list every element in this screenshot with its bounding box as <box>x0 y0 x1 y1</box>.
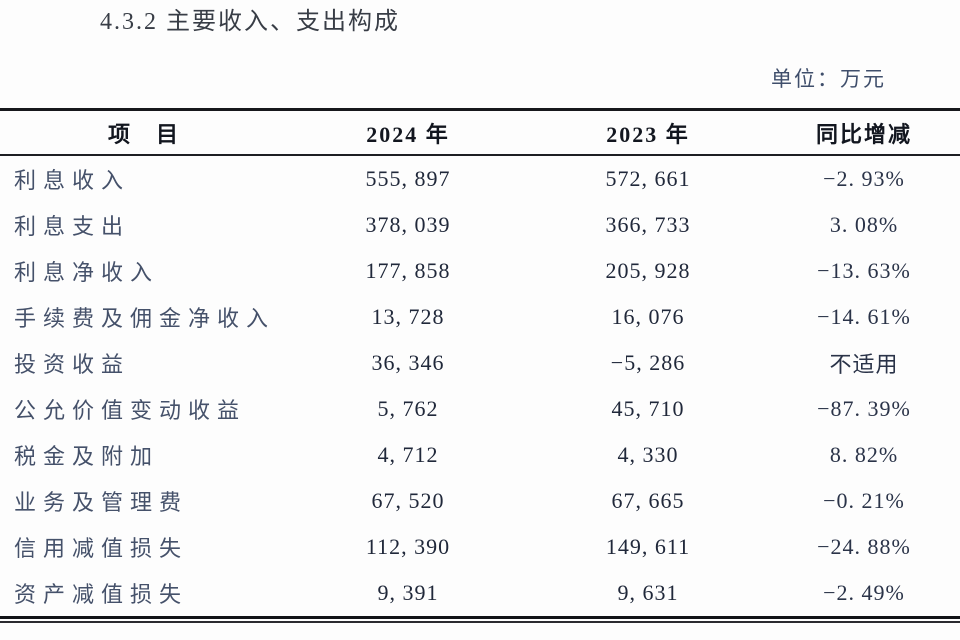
value-2024-cell: 13, 728 <box>371 304 445 329</box>
item-cell: 手续费及佣金净收入 <box>14 306 276 331</box>
change-cell: −0. 21% <box>823 488 905 513</box>
table-row: 利息收入 555, 897 572, 661 −2. 93% <box>0 155 960 202</box>
table-row: 手续费及佣金净收入 13, 728 16, 076 −14. 61% <box>0 294 960 340</box>
item-cell: 公允价值变动收益 <box>14 398 247 423</box>
value-2024-cell: 177, 858 <box>365 258 451 283</box>
change-cell: −24. 88% <box>817 534 911 559</box>
change-cell: −2. 93% <box>823 166 905 191</box>
value-2024-cell: 112, 390 <box>365 534 451 559</box>
table-bottom-rule-thin <box>0 621 960 623</box>
value-2024-cell: 555, 897 <box>365 166 451 191</box>
item-cell: 投资收益 <box>14 352 131 377</box>
value-2023-cell: 45, 710 <box>611 396 685 421</box>
header-2024: 2024 年 <box>288 109 528 156</box>
table-bottom-rule-thick <box>0 616 960 619</box>
table-row: 信用减值损失 112, 390 149, 611 −24. 88% <box>0 524 960 570</box>
change-cell: −2. 49% <box>823 580 905 605</box>
value-2023-cell: 4, 330 <box>617 442 679 467</box>
item-cell: 业务及管理费 <box>14 490 189 515</box>
value-2024-cell: 4, 712 <box>377 442 439 467</box>
value-2024-cell: 5, 762 <box>377 396 439 421</box>
change-cell: 8. 82% <box>829 442 899 467</box>
table-row: 税金及附加 4, 712 4, 330 8. 82% <box>0 432 960 478</box>
value-2023-cell: 572, 661 <box>605 166 691 191</box>
item-cell: 利息收入 <box>14 168 131 193</box>
table-row: 公允价值变动收益 5, 762 45, 710 −87. 39% <box>0 386 960 432</box>
table-header: 项 目 2024 年 2023 年 同比增减 <box>0 109 960 156</box>
item-cell: 税金及附加 <box>14 444 160 469</box>
item-cell: 利息支出 <box>14 214 131 239</box>
table-row: 投资收益 36, 346 −5, 286 不适用 <box>0 340 960 386</box>
table-row: 资产减值损失 9, 391 9, 631 −2. 49% <box>0 570 960 616</box>
change-cell: −87. 39% <box>817 396 911 421</box>
unit-label: 单位：万元 <box>771 67 886 91</box>
change-cell: 3. 08% <box>829 212 899 237</box>
value-2023-cell: 205, 928 <box>605 258 691 283</box>
header-item: 项 目 <box>0 109 288 156</box>
value-2023-cell: 16, 076 <box>611 304 685 329</box>
item-cell: 资产减值损失 <box>14 582 189 607</box>
item-cell: 利息净收入 <box>14 260 160 285</box>
table-row: 利息净收入 177, 858 205, 928 −13. 63% <box>0 248 960 294</box>
value-2023-cell: 366, 733 <box>605 212 691 237</box>
document-page: 4.3.2 主要收入、支出构成 单位：万元 项 目 2024 年 2023 年 … <box>0 4 960 640</box>
change-cell: −13. 63% <box>817 258 911 283</box>
value-2023-cell: −5, 286 <box>610 350 686 375</box>
section-title: 4.3.2 主要收入、支出构成 <box>100 9 400 35</box>
table-body: 利息收入 555, 897 572, 661 −2. 93% 利息支出 378,… <box>0 155 960 616</box>
header-change: 同比增减 <box>768 109 960 156</box>
table-row: 业务及管理费 67, 520 67, 665 −0. 21% <box>0 478 960 524</box>
value-2023-cell: 149, 611 <box>605 534 691 559</box>
value-2023-cell: 67, 665 <box>611 488 685 513</box>
value-2024-cell: 67, 520 <box>371 488 445 513</box>
header-row: 项 目 2024 年 2023 年 同比增减 <box>0 109 960 156</box>
income-expense-table: 项 目 2024 年 2023 年 同比增减 利息收入 555, 897 572… <box>0 108 960 616</box>
change-cell: −14. 61% <box>817 304 911 329</box>
value-2023-cell: 9, 631 <box>617 580 679 605</box>
value-2024-cell: 378, 039 <box>365 212 451 237</box>
table-row: 利息支出 378, 039 366, 733 3. 08% <box>0 202 960 248</box>
value-2024-cell: 9, 391 <box>377 580 439 605</box>
change-cell: 不适用 <box>829 352 899 377</box>
item-cell: 信用减值损失 <box>14 536 189 561</box>
value-2024-cell: 36, 346 <box>371 350 445 375</box>
header-2023: 2023 年 <box>528 109 768 156</box>
